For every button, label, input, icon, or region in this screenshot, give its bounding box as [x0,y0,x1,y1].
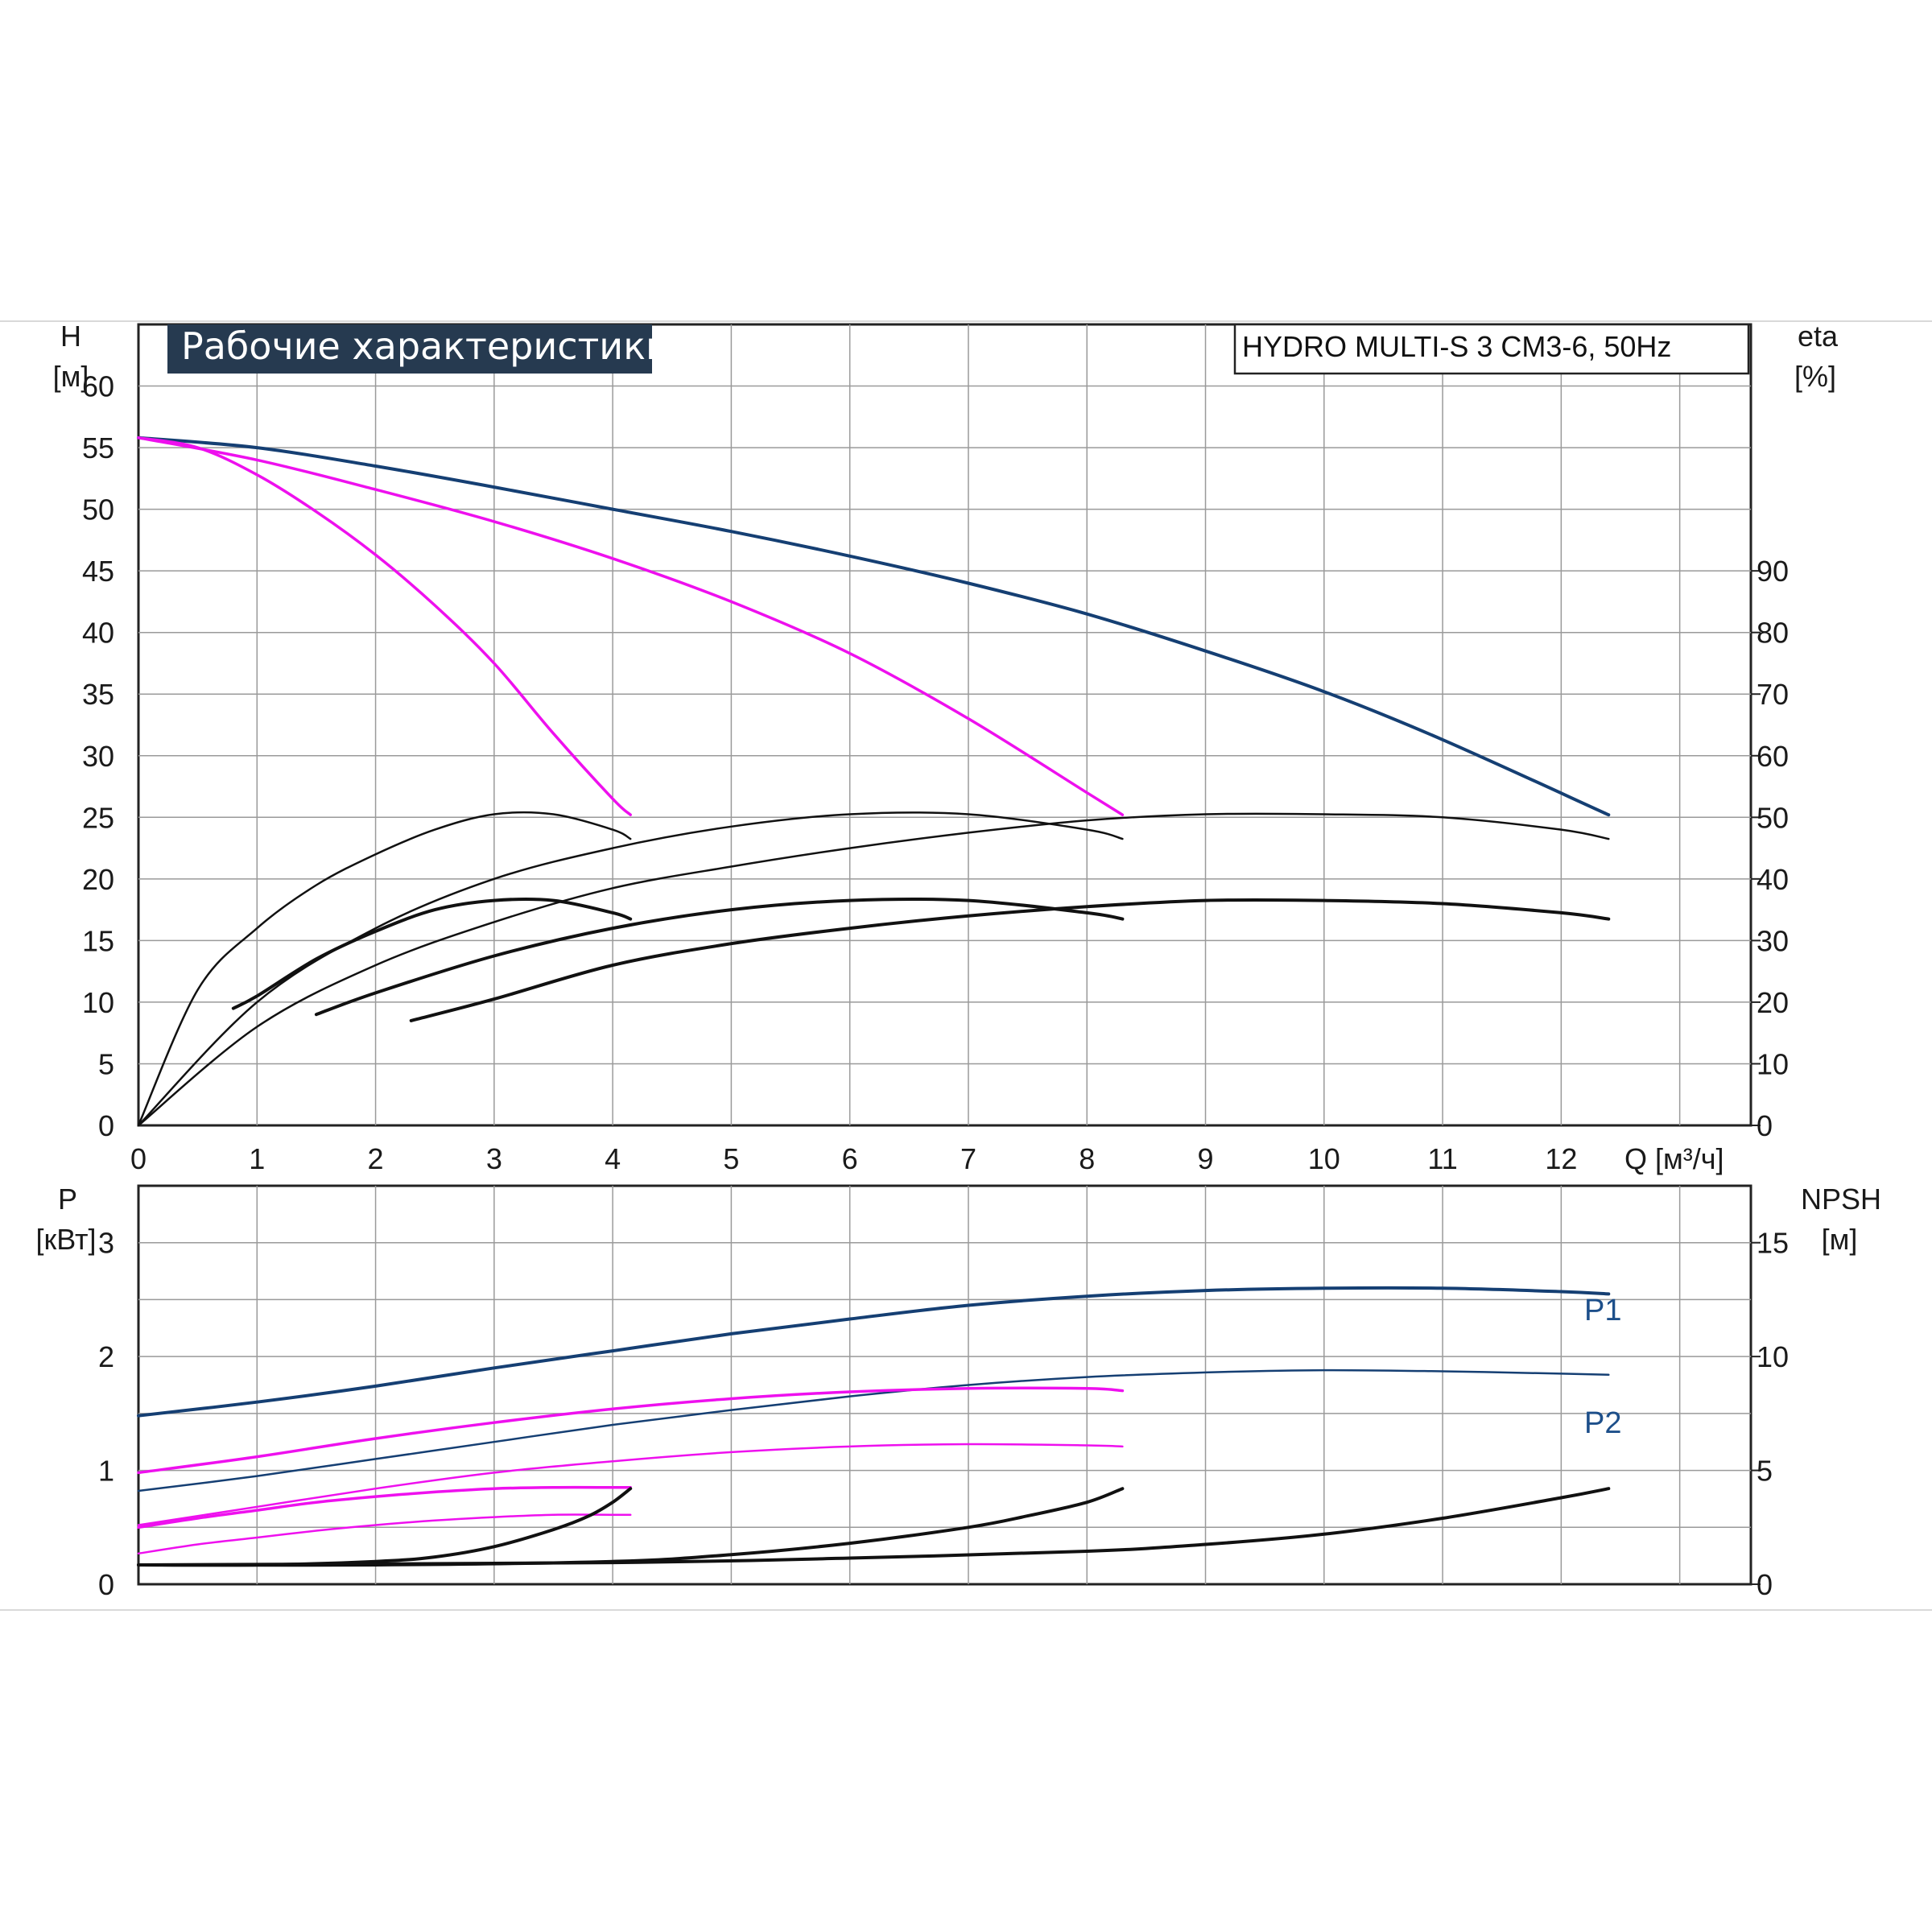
head-efficiency-series-5-line [231,897,633,1010]
npsh-axis-unit: [м] [1822,1223,1858,1256]
h-axis-unit: [м] [53,360,89,393]
p-tick-label: 3 [98,1227,114,1260]
head-efficiency-series-2-line [137,436,1125,816]
x-tick-label: 10 [1308,1142,1340,1175]
model-box [1233,323,1750,375]
x-tick-label: 11 [1427,1142,1457,1175]
power-npsh-series-3-line [137,1386,1125,1475]
lower-grid [138,1186,1751,1584]
h-tick-label: 15 [82,924,114,957]
power-npsh-series-1-line [137,1286,1611,1418]
head-efficiency-series-6-line [137,811,1124,1127]
eta-tick-label: 90 [1757,555,1789,588]
eta-axis-unit: [%] [1794,360,1836,393]
npsh-tick-label: 0 [1757,1568,1773,1601]
x-tick-label: 6 [842,1142,858,1175]
x-tick-labels: 0 1 2 3 4 5 6 7 8 9 10 11 12 [130,1142,1577,1175]
npsh-tick-label: 10 [1757,1340,1789,1373]
head-efficiency-series-1-line [137,436,1611,817]
power-npsh-series-9-line [137,1487,1611,1567]
head-efficiency-series-7-line [314,897,1125,1017]
h-tick-label: 5 [98,1047,114,1080]
upper-plot: 0 1 2 3 4 5 6 7 8 9 10 11 12 05101520253035404550556… [53,320,1839,1175]
x-tick-label: 1 [249,1142,265,1175]
x-tick-label: 2 [368,1142,384,1175]
h-tick-label: 20 [82,863,114,896]
left-y-tick-labels: 0 5 10 15 20 25 30 35 40 45 50 55 60 [82,370,114,1142]
eta-axis-name: eta [1798,320,1839,353]
eta-tick-label: 0 [1757,1109,1773,1142]
head-efficiency-series-9-line [409,898,1611,1022]
eta-tick-label: 20 [1757,986,1789,1019]
lower-plot-frame [137,1184,1752,1586]
p-axis-unit: [кВт] [35,1223,96,1256]
q-axis-label: Q [м³/ч] [1624,1142,1724,1175]
npsh-axis-name: NPSH [1801,1183,1881,1216]
lower-series [137,1286,1611,1567]
h-tick-label: 55 [82,431,114,464]
chart-title: Рабочие характеристики [181,324,670,368]
p-tick-label: 2 [98,1340,114,1373]
x-tick-label: 4 [605,1142,621,1175]
npsh-tick-label: 5 [1757,1455,1773,1488]
eta-tick-label: 80 [1757,617,1789,650]
x-tick-label: 7 [960,1142,976,1175]
h-tick-label: 60 [82,370,114,403]
x-tick-label: 0 [130,1142,147,1175]
h-tick-label: 50 [82,493,114,526]
h-tick-label: 10 [82,986,114,1019]
power-npsh-series-6-line [137,1513,632,1555]
x-tick-label: 5 [723,1142,739,1175]
power-npsh-series-4-line [137,1443,1124,1526]
p-axis-name: P [58,1183,77,1216]
h-tick-label: 0 [98,1109,114,1142]
p-tick-label: 0 [98,1568,114,1601]
upper-grid [138,324,1751,1125]
eta-tick-label: 40 [1757,863,1789,896]
upper-series [137,436,1611,1127]
upper-plot-frame [137,323,1752,1127]
npsh-tick-label: 15 [1757,1227,1789,1260]
lower-plot: 0 1 2 3 0 5 10 15 P [кВт] NPSH [м] P1 P2 [35,1183,1881,1601]
h-tick-label: 30 [82,740,114,773]
head-efficiency-series-4-line [137,811,632,1127]
x-tick-label: 3 [486,1142,502,1175]
h-axis-name: H [60,320,81,353]
power-npsh-series-2-line [137,1368,1610,1492]
p-tick-label: 1 [98,1455,114,1488]
title-banner [167,324,652,374]
h-tick-label: 25 [82,801,114,834]
x-tick-label: 8 [1079,1142,1095,1175]
eta-tick-label: 30 [1757,924,1789,957]
eta-tick-label: 70 [1757,678,1789,711]
power-npsh-series-5-line [137,1485,632,1530]
power-tick-labels: 0 1 2 3 [98,1227,114,1601]
head-efficiency-series-3-line [137,436,632,816]
model-label: HYDRO MULTI-S 3 CM3-6, 50Hz [1242,330,1671,363]
p2-series-label: P2 [1584,1406,1621,1440]
eta-tick-label: 50 [1757,801,1789,834]
eta-tick-label: 60 [1757,740,1789,773]
head-efficiency-series-8-line [137,812,1610,1127]
x-tick-label: 12 [1545,1142,1577,1175]
x-tick-label: 9 [1197,1142,1213,1175]
eta-tick-label: 10 [1757,1047,1789,1080]
h-tick-label: 40 [82,617,114,650]
right-y-tick-labels: 0 10 20 30 40 50 60 70 80 90 [1751,555,1789,1142]
h-tick-label: 45 [82,555,114,588]
npsh-tick-labels: 0 5 10 15 [1751,1227,1789,1601]
h-tick-label: 35 [82,678,114,711]
p1-series-label: P1 [1584,1294,1621,1327]
